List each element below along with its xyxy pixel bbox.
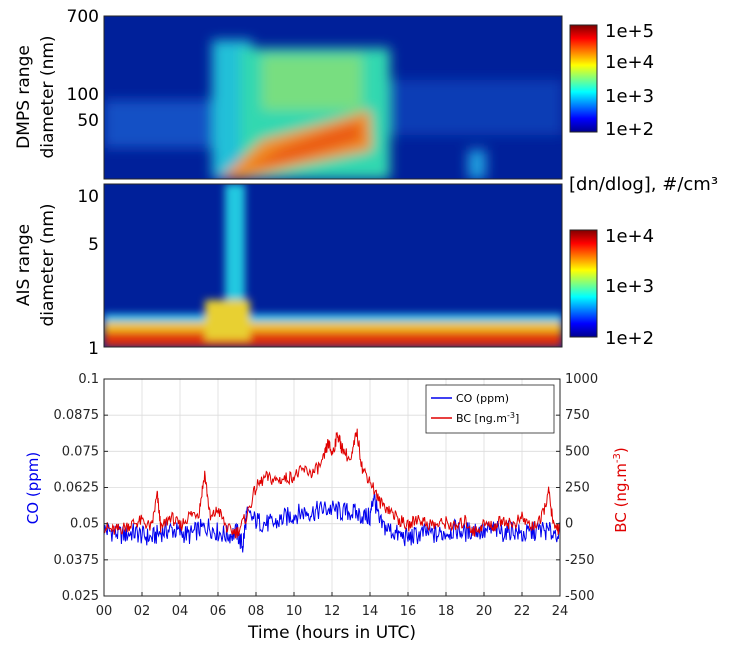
x-tick-label: 14 [362, 604, 379, 619]
x-tick-label: 10 [286, 604, 303, 619]
x-tick-label: 12 [324, 604, 341, 619]
y-right-tick-label: 250 [565, 481, 590, 496]
y-right-tick-label: 1000 [565, 372, 598, 387]
dmps-y-ticks: 700 100 50 [67, 7, 99, 131]
unit-label: [dn/dlog], #/cm³ [569, 174, 718, 195]
legend-label-co: CO (ppm) [456, 392, 509, 405]
ais-cbar-tick-1e2: 1e+2 [605, 328, 654, 349]
x-tick-label: 06 [210, 604, 227, 619]
series-bc-line [104, 428, 560, 539]
ais-ylabel: AIS range diameter (nm) [14, 203, 58, 326]
x-axis-label: Time (hours in UTC) [247, 623, 416, 643]
x-tick-label: 04 [172, 604, 189, 619]
ais-colorbar: 1e+4 1e+3 1e+2 [569, 226, 654, 349]
y-right-tick-label: 0 [565, 517, 573, 532]
y-right-tick-label: 750 [565, 408, 590, 423]
x-tick-label: 18 [438, 604, 455, 619]
dmps-ylabel-line2: diameter (nm) [38, 35, 58, 158]
ais-ylabel-line2: diameter (nm) [38, 203, 58, 326]
y-right-tick-label: -500 [565, 589, 595, 604]
ais-cbar-tick-1e3: 1e+3 [605, 276, 654, 297]
y-left-tick-label: 0.075 [62, 444, 99, 459]
x-tick-label: 08 [248, 604, 265, 619]
ais-ylabel-line1: AIS range [14, 224, 34, 306]
line-chart: 00 02 04 06 08 10 12 14 16 18 20 22 24 0.1 0.0875 0.075… [24, 372, 630, 643]
dmps-cbar-tick-1e4: 1e+4 [605, 52, 654, 73]
ais-y-ticks: 10 5 1 [77, 187, 99, 359]
ais-ytick-1: 1 [88, 339, 99, 359]
dmps-heatmap [104, 16, 562, 179]
dmps-colorbar: 1e+5 1e+4 1e+3 1e+2 [569, 21, 654, 140]
y-left-axis-label: CO (ppm) [24, 452, 42, 524]
y-right-axis-label: BC (ng.m-3) [612, 447, 630, 532]
ais-ytick-5: 5 [88, 235, 99, 255]
y-left-tick-label: 0.1 [78, 372, 99, 387]
ais-cbar-tick-1e4: 1e+4 [605, 226, 654, 247]
y-left-tick-label: 0.0875 [54, 408, 100, 423]
y-right-tick-label: -250 [565, 553, 595, 568]
y-left-tick-label: 0.0625 [54, 481, 100, 496]
x-tick-label: 02 [134, 604, 151, 619]
dmps-ytick-50: 50 [77, 111, 99, 131]
x-tick-label: 16 [400, 604, 417, 619]
legend-box [425, 384, 555, 434]
series-co-line [104, 491, 560, 553]
x-tick-label: 22 [514, 604, 531, 619]
dmps-cbar-tick-1e5: 1e+5 [605, 21, 654, 42]
series-group [104, 428, 560, 553]
dmps-ylabel-line1: DMPS range [14, 45, 34, 149]
x-tick-label: 20 [476, 604, 493, 619]
y-left-tick-label: 0.05 [70, 517, 99, 532]
y-right-tick-label: 500 [565, 444, 590, 459]
ais-heatmap [104, 184, 562, 347]
x-tick-label: 00 [96, 604, 113, 619]
axis-ticks: 00 02 04 06 08 10 12 14 16 18 20 22 24 0.1 0.0875 0.075… [54, 372, 599, 619]
x-tick-label: 24 [552, 604, 569, 619]
dmps-cbar-tick-1e2: 1e+2 [605, 119, 654, 140]
legend-label-bc: BC [ng.m-3] [456, 411, 519, 425]
y-left-tick-label: 0.025 [62, 589, 99, 604]
y-left-tick-label: 0.0375 [54, 553, 100, 568]
dmps-ylabel: DMPS range diameter (nm) [14, 35, 58, 158]
legend: CO (ppm) BC [ng.m-3] [425, 384, 555, 434]
ais-ytick-10: 10 [77, 187, 99, 207]
dmps-ytick-100: 100 [67, 85, 99, 105]
dmps-cbar-tick-1e3: 1e+3 [605, 86, 654, 107]
dmps-ytick-700: 700 [67, 7, 99, 27]
